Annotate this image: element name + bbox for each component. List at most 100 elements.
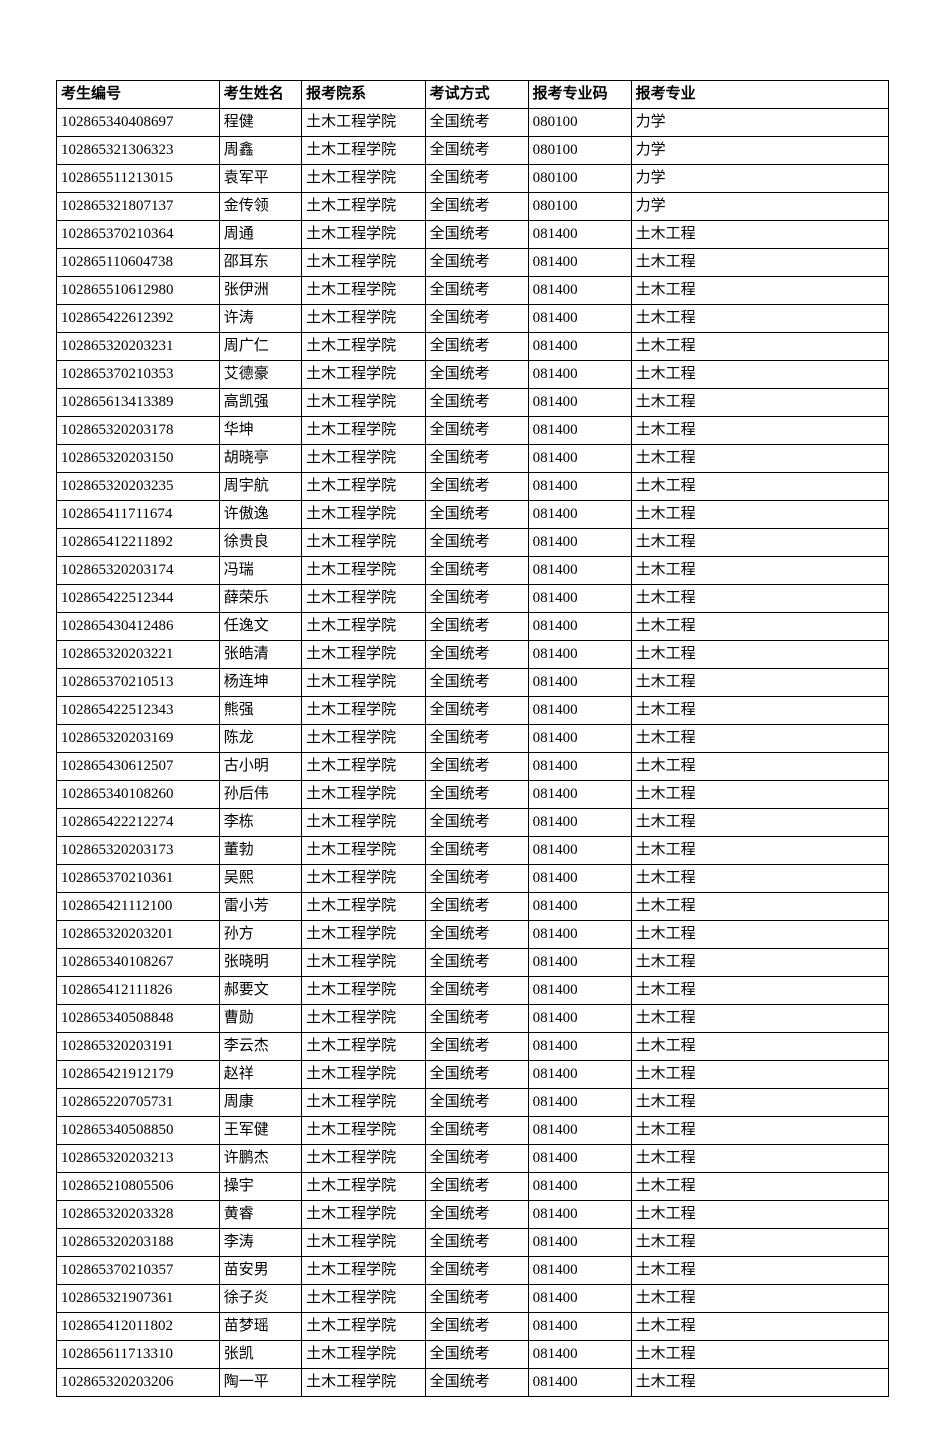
table-cell: 李涛 [219,1229,301,1257]
table-cell: 土木工程学院 [302,529,426,557]
table-cell: 102865321907361 [57,1285,220,1313]
table-cell: 102865412011802 [57,1313,220,1341]
table-cell: 102865320203231 [57,333,220,361]
table-cell: 081400 [528,1341,631,1369]
table-row: 102865511213015袁军平土木工程学院全国统考080100力学 [57,165,889,193]
table-cell: 土木工程 [631,1201,888,1229]
table-row: 102865412111826郝要文土木工程学院全国统考081400土木工程 [57,977,889,1005]
table-cell: 陶一平 [219,1369,301,1397]
table-cell: 081400 [528,781,631,809]
table-row: 102865412211892徐贵良土木工程学院全国统考081400土木工程 [57,529,889,557]
table-cell: 苗安男 [219,1257,301,1285]
table-cell: 董勃 [219,837,301,865]
table-cell: 081400 [528,585,631,613]
col-header-major: 报考专业 [631,81,888,109]
table-cell: 土木工程 [631,949,888,977]
table-cell: 土木工程 [631,417,888,445]
table-row: 102865370210364周通土木工程学院全国统考081400土木工程 [57,221,889,249]
table-cell: 雷小芳 [219,893,301,921]
table-cell: 土木工程 [631,1145,888,1173]
table-cell: 全国统考 [425,809,528,837]
table-row: 102865422612392许涛土木工程学院全国统考081400土木工程 [57,305,889,333]
table-cell: 080100 [528,137,631,165]
table-cell: 土木工程学院 [302,557,426,585]
table-cell: 081400 [528,1089,631,1117]
table-cell: 土木工程学院 [302,249,426,277]
table-cell: 081400 [528,277,631,305]
table-cell: 102865422612392 [57,305,220,333]
table-cell: 102865321306323 [57,137,220,165]
document-page: 考生编号 考生姓名 报考院系 考试方式 报考专业码 报考专业 102865340… [0,0,945,1437]
table-cell: 吴熙 [219,865,301,893]
table-cell: 081400 [528,809,631,837]
table-cell: 土木工程学院 [302,585,426,613]
col-header-major-code: 报考专业码 [528,81,631,109]
table-cell: 土木工程 [631,1117,888,1145]
table-cell: 081400 [528,361,631,389]
table-cell: 全国统考 [425,1257,528,1285]
table-cell: 081400 [528,417,631,445]
table-cell: 土木工程 [631,809,888,837]
table-cell: 102865340508848 [57,1005,220,1033]
table-row: 102865422512343熊强土木工程学院全国统考081400土木工程 [57,697,889,725]
table-cell: 土木工程 [631,529,888,557]
table-cell: 102865320203174 [57,557,220,585]
table-cell: 全国统考 [425,1201,528,1229]
table-cell: 102865110604738 [57,249,220,277]
table-cell: 102865320203178 [57,417,220,445]
table-cell: 土木工程 [631,893,888,921]
table-cell: 土木工程 [631,585,888,613]
table-cell: 102865412111826 [57,977,220,1005]
table-cell: 土木工程学院 [302,1369,426,1397]
table-cell: 土木工程 [631,557,888,585]
table-cell: 102865370210353 [57,361,220,389]
table-cell: 土木工程学院 [302,669,426,697]
table-cell: 张伊洲 [219,277,301,305]
table-cell: 土木工程学院 [302,417,426,445]
table-cell: 全国统考 [425,837,528,865]
table-cell: 杨连坤 [219,669,301,697]
table-cell: 金传领 [219,193,301,221]
table-cell: 土木工程学院 [302,949,426,977]
table-cell: 全国统考 [425,1033,528,1061]
table-cell: 全国统考 [425,193,528,221]
table-cell: 程健 [219,109,301,137]
table-cell: 081400 [528,529,631,557]
table-cell: 全国统考 [425,1005,528,1033]
table-cell: 土木工程学院 [302,389,426,417]
table-cell: 土木工程 [631,473,888,501]
table-cell: 土木工程学院 [302,277,426,305]
table-cell: 081400 [528,725,631,753]
table-row: 102865370210361吴熙土木工程学院全国统考081400土木工程 [57,865,889,893]
table-cell: 102865422212274 [57,809,220,837]
col-header-name: 考生姓名 [219,81,301,109]
table-header-row: 考生编号 考生姓名 报考院系 考试方式 报考专业码 报考专业 [57,81,889,109]
table-row: 102865421912179赵祥土木工程学院全国统考081400土木工程 [57,1061,889,1089]
table-cell: 土木工程学院 [302,613,426,641]
table-row: 102865320203169陈龙土木工程学院全国统考081400土木工程 [57,725,889,753]
table-cell: 全国统考 [425,585,528,613]
table-cell: 全国统考 [425,893,528,921]
table-cell: 土木工程学院 [302,697,426,725]
table-cell: 全国统考 [425,361,528,389]
table-cell: 全国统考 [425,1117,528,1145]
table-cell: 力学 [631,193,888,221]
table-cell: 土木工程学院 [302,109,426,137]
table-cell: 081400 [528,837,631,865]
table-cell: 土木工程 [631,445,888,473]
table-cell: 王军健 [219,1117,301,1145]
table-cell: 全国统考 [425,165,528,193]
table-row: 102865321306323周鑫土木工程学院全国统考080100力学 [57,137,889,165]
table-row: 102865510612980张伊洲土木工程学院全国统考081400土木工程 [57,277,889,305]
table-cell: 102865510612980 [57,277,220,305]
table-cell: 土木工程 [631,333,888,361]
table-cell: 080100 [528,193,631,221]
table-cell: 力学 [631,165,888,193]
table-cell: 102865611713310 [57,1341,220,1369]
table-row: 102865320203188李涛土木工程学院全国统考081400土木工程 [57,1229,889,1257]
table-cell: 土木工程学院 [302,445,426,473]
table-cell: 土木工程学院 [302,781,426,809]
table-cell: 081400 [528,333,631,361]
table-row: 102865210805506操宇土木工程学院全国统考081400土木工程 [57,1173,889,1201]
table-row: 102865320203231周广仁土木工程学院全国统考081400土木工程 [57,333,889,361]
